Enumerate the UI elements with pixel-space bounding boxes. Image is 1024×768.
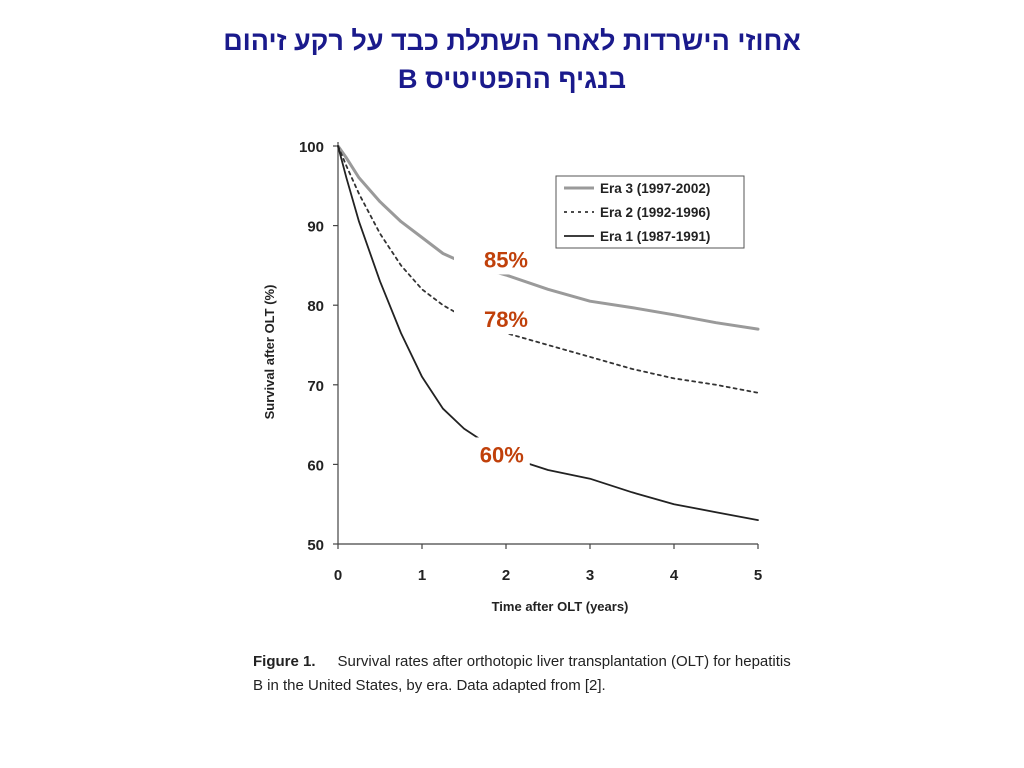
annotation-bg (449, 437, 530, 470)
y-axis-label: Survival after OLT (%) (262, 285, 277, 420)
figure-caption-text: Survival rates after orthotopic liver tr… (253, 653, 791, 694)
annotation-bg (454, 302, 534, 335)
y-tick-label: 90 (307, 219, 324, 236)
y-tick-label: 100 (299, 139, 324, 156)
figure-caption: Figure 1. Survival rates after orthotopic… (253, 650, 793, 698)
x-axis-label: Time after OLT (years) (492, 599, 629, 614)
chart-axes: 50 60 70 80 90 100 0 1 2 3 4 5 Time after OLT (years… (262, 139, 762, 614)
annotation-label: 60% (480, 442, 524, 467)
slide-title-line2: בנגיף ההפטיטיס B (397, 64, 627, 94)
y-tick-label: 70 (307, 378, 324, 395)
x-tick-label: 3 (586, 567, 594, 584)
y-tick-label: 80 (307, 298, 324, 315)
chart-annotations: 85% 78% 60% (449, 242, 534, 470)
annotation-label: 78% (484, 307, 528, 332)
x-tick-label: 5 (754, 567, 762, 584)
annotation-bg (454, 242, 534, 275)
annotation-label: 85% (484, 247, 528, 272)
slide-title: אחוזי הישרדות לאחר השתלת כבד על רקע זיהו… (0, 22, 1024, 98)
x-tick-label: 1 (418, 567, 426, 584)
legend-label: Era 1 (1987-1991) (600, 229, 710, 244)
x-tick-label: 2 (502, 567, 510, 584)
y-tick-label: 60 (307, 457, 324, 474)
x-tick-label: 4 (670, 567, 679, 584)
legend-label: Era 3 (1997-2002) (600, 181, 710, 196)
legend-label: Era 2 (1992-1996) (600, 205, 710, 220)
slide-title-line1: אחוזי הישרדות לאחר השתלת כבד על רקע זיהו… (223, 26, 801, 56)
y-tick-label: 50 (307, 537, 324, 554)
x-tick-label: 0 (334, 567, 342, 584)
chart-legend: Era 3 (1997-2002) Era 2 (1992-1996) Era 1 … (555, 175, 745, 249)
series-line-era-1 (337, 145, 759, 521)
figure-label: Figure 1. (253, 653, 316, 670)
